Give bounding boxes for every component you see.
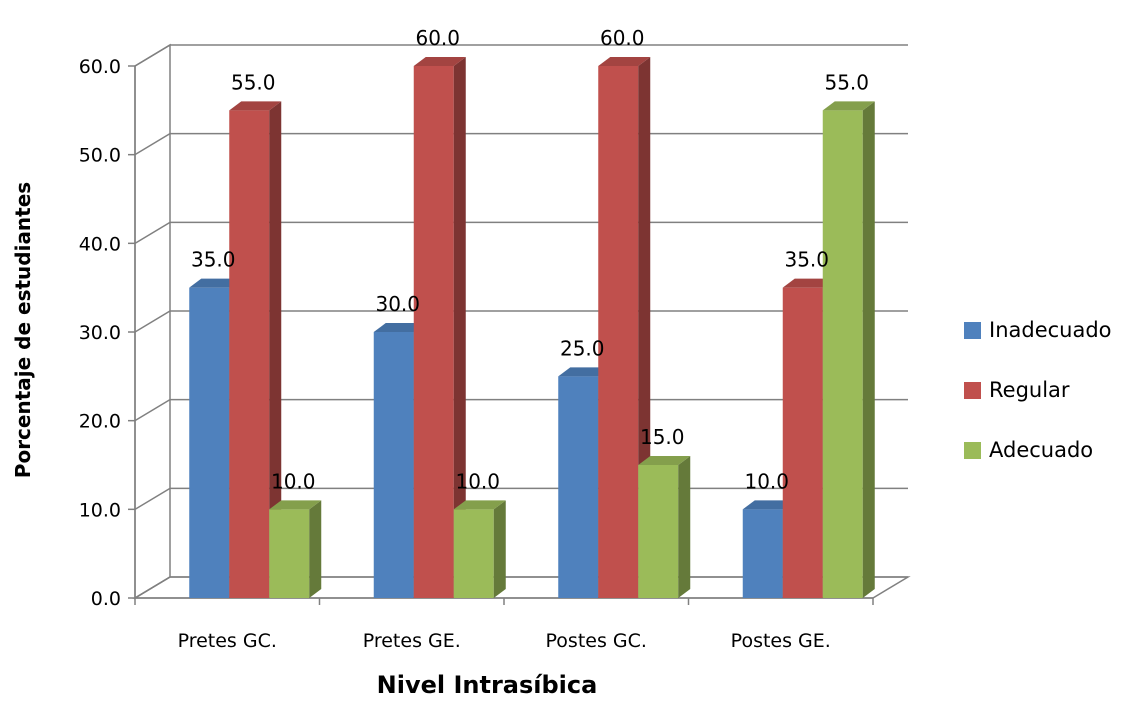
y-tick-label: 10.0: [79, 499, 121, 521]
bar-front: [453, 509, 494, 598]
bar-adecuado-0: [269, 500, 322, 598]
legend-label: Adecuado: [989, 438, 1094, 462]
bar-side: [269, 101, 282, 598]
bar-side: [493, 500, 506, 598]
data-label: 60.0: [415, 26, 460, 50]
bar-side: [678, 456, 691, 598]
bar-adecuado-3: [822, 101, 875, 598]
bar-front: [269, 509, 310, 598]
gridlines: [134, 44, 908, 599]
bar-top: [413, 57, 466, 66]
bar-top: [229, 101, 282, 111]
data-label: 30.0: [375, 292, 420, 316]
y-axis-title: Porcentaje de estudiantes: [11, 182, 35, 478]
bar-top: [822, 101, 875, 111]
bar-front: [638, 465, 679, 598]
legend-label: Regular: [989, 378, 1070, 402]
bar-regular-0: [229, 101, 282, 598]
bar-top: [373, 323, 426, 332]
legend-swatch: [964, 381, 981, 399]
data-label: 35.0: [784, 248, 829, 272]
bar-side: [862, 101, 875, 598]
y-tick-label: 60.0: [79, 56, 121, 78]
bar-front: [373, 332, 414, 598]
bar-front: [598, 66, 639, 598]
bar-top: [269, 500, 322, 510]
legend-item-inadecuado: Inadecuado: [964, 300, 1112, 360]
bar-side: [453, 57, 466, 598]
bars: [189, 57, 875, 598]
legend-label: Inadecuado: [989, 318, 1112, 342]
data-labels: 35.0 55.0 10.0 30.0 60.0 10.0 25.0 60.0 15.0 10.0…: [191, 26, 869, 493]
bar-top: [742, 500, 795, 510]
bar-top: [189, 278, 242, 288]
bar-front: [229, 110, 270, 598]
bar-adecuado-2: [638, 456, 691, 598]
y-tick-label: 0.0: [91, 588, 121, 610]
bar-top: [782, 278, 835, 288]
bar-top: [453, 500, 506, 510]
bar-top: [558, 367, 611, 377]
legend-swatch: [964, 441, 981, 459]
data-label: 60.0: [600, 26, 645, 50]
bar-front: [782, 287, 823, 598]
category-label: Postes GE.: [731, 630, 831, 652]
category-label: Pretes GC.: [178, 630, 277, 652]
bar-front: [822, 110, 863, 598]
legend-item-adecuado: Adecuado: [964, 420, 1112, 480]
data-label: 35.0: [191, 248, 236, 272]
data-label: 10.0: [455, 469, 500, 493]
y-tick-labels: 0.0 10.0 20.0 30.0 40.0 50.0 60.0: [79, 56, 121, 610]
category-label: Pretes GE.: [363, 630, 461, 652]
category-labels: Pretes GC. Pretes GE. Postes GC. Postes GE.: [178, 630, 831, 652]
y-tick-label: 30.0: [79, 322, 121, 344]
y-tick-label: 40.0: [79, 233, 121, 255]
data-label: 10.0: [271, 469, 316, 493]
bar-adecuado-1: [453, 500, 506, 598]
x-axis-title: Nivel Intrasíbica: [377, 671, 598, 699]
bar-regular-1: [413, 57, 466, 598]
bar-front: [189, 287, 230, 598]
gridline: [134, 44, 908, 67]
data-label: 10.0: [744, 469, 789, 493]
y-tick-label: 20.0: [79, 411, 121, 433]
data-label: 15.0: [640, 425, 685, 449]
data-label: 55.0: [824, 70, 869, 94]
legend: Inadecuado Regular Adecuado: [964, 300, 1112, 480]
data-label: 55.0: [231, 70, 276, 94]
data-label: 25.0: [560, 336, 605, 360]
bar-side: [309, 500, 322, 598]
category-label: Postes GC.: [546, 630, 647, 652]
bar-top: [598, 57, 651, 66]
gridline: [134, 132, 908, 156]
gridline: [134, 398, 908, 422]
y-tick-label: 50.0: [79, 145, 121, 167]
gridline: [134, 310, 908, 333]
legend-item-regular: Regular: [964, 360, 1112, 420]
bar-top: [638, 456, 691, 465]
gridline: [134, 221, 908, 244]
bar-front: [413, 66, 454, 598]
bar-front: [742, 509, 783, 598]
legend-swatch: [964, 321, 981, 339]
bar-front: [558, 376, 599, 598]
